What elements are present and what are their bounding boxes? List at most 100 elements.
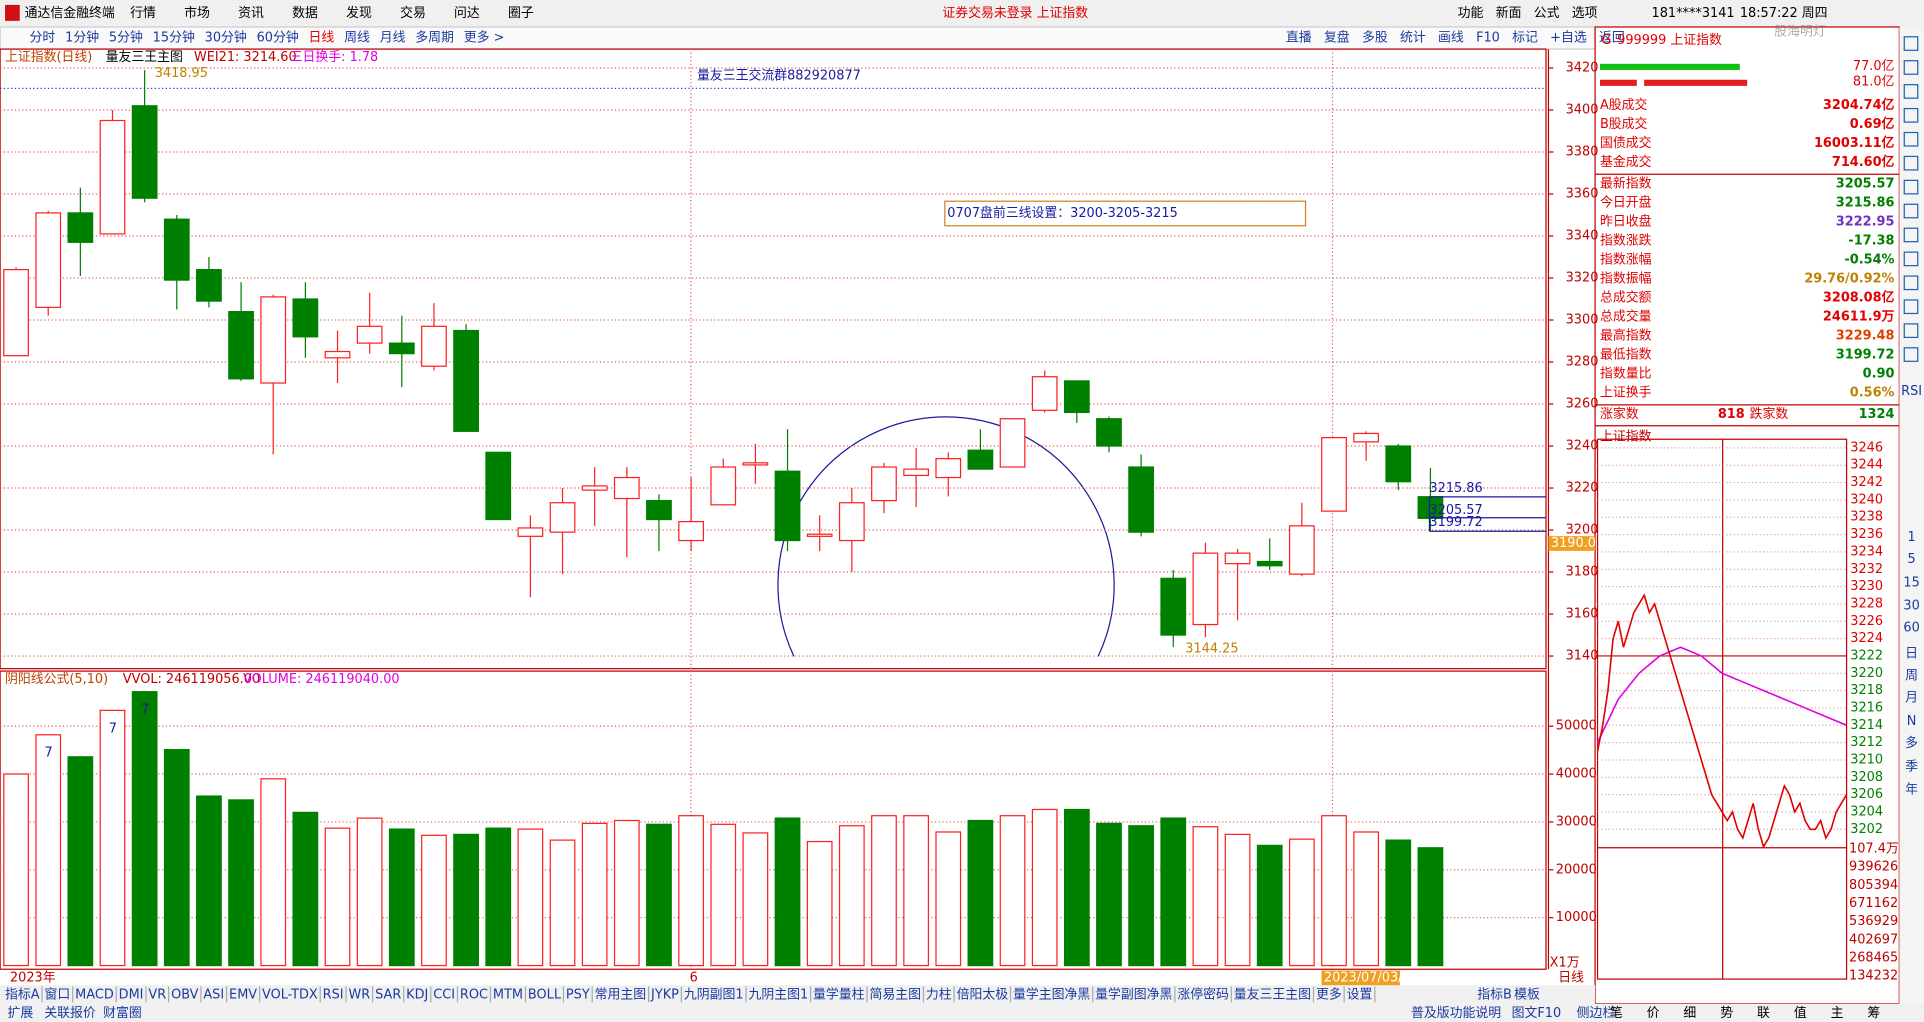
indicator-tab[interactable]: MTM [493,988,523,1003]
indicator-tab[interactable]: 量学主图净黑 [1013,987,1090,1003]
y-tick-label: 3222 [1850,648,1883,663]
sidebar-button[interactable]: 季 [1905,759,1918,774]
indicator-tab[interactable]: 指标B [1477,988,1512,1003]
footer-tab[interactable]: 侧边栏 [1577,1006,1616,1021]
period-button[interactable]: 日线 [309,31,335,46]
indicator-tab[interactable]: KDJ [406,988,428,1003]
indicator-tab[interactable]: ROC [460,988,488,1003]
footer-tab[interactable]: 图文F10 [1512,1006,1562,1021]
sidebar-button[interactable]: N [1907,714,1917,729]
indicator-tab[interactable]: SAR [375,988,401,1003]
indicator-tab[interactable]: 常用主图 [595,988,647,1003]
period-button[interactable]: 60分钟 [257,30,299,46]
y-tick-label: 3360 [1566,186,1599,201]
period-button[interactable]: 周线 [344,31,370,46]
menu-item[interactable]: 行情 [130,6,156,21]
indicator-tab[interactable]: EMV [229,988,257,1003]
indicator-tab[interactable]: 倍阳太极 [957,988,1009,1003]
panel-tab[interactable]: 细 [1683,1006,1696,1021]
period-button[interactable]: 多周期 [415,31,454,46]
tool-button[interactable]: 标记 [1512,31,1538,46]
indicator-tab[interactable]: OBV [171,988,199,1003]
sidebar-button[interactable]: 1 [1908,530,1916,545]
footer-tab[interactable]: 财富圈 [103,1005,142,1021]
sidebar-button[interactable]: 月 [1905,691,1918,706]
menu-item[interactable]: 选项 [1572,6,1598,21]
indicator-tab[interactable]: 量学副图净黑 [1095,987,1172,1003]
sidebar-button[interactable]: 周 [1905,669,1918,684]
period-button[interactable]: 1分钟 [65,30,99,46]
indicator-tab[interactable]: 窗口 [44,987,70,1003]
menu-item[interactable]: 交易 [400,5,426,21]
panel-tab[interactable]: 筹 [1867,1005,1880,1021]
menu-item[interactable]: 市场 [184,5,210,21]
sidebar-button[interactable]: 多 [1905,736,1918,751]
tool-button[interactable]: 直播 [1286,31,1312,46]
panel-tab[interactable]: 值 [1794,1005,1807,1021]
indicator-tab[interactable]: 设置 [1347,988,1373,1003]
sidebar-button[interactable]: 5 [1908,552,1916,567]
indicator-tab[interactable]: MACD [75,988,114,1003]
sidebar-button[interactable]: 60 [1903,621,1919,636]
tool-button[interactable]: 返回 [1599,31,1625,46]
indicator-tab[interactable]: BOLL [528,988,562,1003]
panel-tab[interactable]: 主 [1831,1006,1844,1021]
tool-button[interactable]: F10 [1476,31,1500,46]
menu-item[interactable]: 资讯 [238,6,264,21]
footer-tab[interactable]: 关联报价 [44,1006,96,1021]
indicator-tab[interactable]: VOL-TDX [262,988,318,1003]
sidebar-button[interactable]: 15 [1903,575,1919,590]
indicator-tab[interactable]: 涨停密码 [1177,987,1229,1003]
menu-item[interactable]: 新面 [1496,5,1522,21]
panel-tab[interactable]: 势 [1720,1005,1733,1021]
indicator-tab[interactable]: PSY [566,988,590,1003]
indicator-tab[interactable]: ASI [203,988,224,1003]
indicator-tab[interactable]: RSI [323,988,344,1003]
menu-item[interactable]: 数据 [292,6,318,21]
panel-tab[interactable]: 笔 [1610,1005,1623,1021]
indicator-tab[interactable]: 指标A [5,988,40,1003]
tool-button[interactable]: 复盘 [1324,30,1350,46]
indicator-tab[interactable]: WR [349,988,371,1003]
sidebar-button[interactable]: 30 [1903,599,1919,614]
indicator-tab[interactable]: 简易主图 [869,987,921,1003]
tool-button[interactable]: 统计 [1400,31,1426,46]
volume-bar [1063,808,1090,967]
menu-item[interactable]: 功能 [1458,6,1484,21]
menu-item[interactable]: 问达 [454,6,480,21]
indicator-tab[interactable]: 九阴副图1 [684,988,744,1003]
period-button[interactable]: 分时 [30,31,56,46]
menu-item[interactable]: 公式 [1534,6,1560,21]
tool-button[interactable]: 画线 [1438,31,1464,46]
volume-bar [710,823,737,967]
footer-tab[interactable]: 扩展 [7,1006,33,1021]
indicator-tab[interactable]: JYKP [650,988,679,1003]
tool-button[interactable]: +自选 [1550,31,1587,46]
indicator-tab[interactable]: 模板 [1514,988,1540,1003]
sidebar-button[interactable]: 日 [1905,646,1918,661]
indicator-tab[interactable]: VR [148,988,166,1003]
panel-tab[interactable]: 联 [1757,1006,1770,1021]
period-button[interactable]: 15分钟 [153,30,195,46]
footer-tab[interactable]: 普及版功能说明 [1411,1006,1501,1021]
tool-button[interactable]: 多股 [1362,31,1388,46]
volume-bar [549,839,576,967]
period-button[interactable]: 30分钟 [205,30,247,46]
indicator-tab[interactable]: 九阴主图1 [748,988,808,1003]
period-button[interactable]: 5分钟 [109,30,143,46]
menu-item[interactable]: 圈子 [508,6,534,21]
panel-tab[interactable]: 价 [1647,1006,1660,1021]
indicator-tab[interactable]: DMI [119,988,144,1003]
sidebar-button[interactable]: 年 [1905,783,1918,798]
menu-item[interactable]: 发现 [346,5,372,21]
indicator-tab[interactable]: 量友三王主图 [1234,987,1311,1003]
candle-body [99,119,126,235]
indicator-tab[interactable]: 力柱 [926,988,952,1003]
indicator-tab[interactable]: 量学量柱 [813,987,865,1003]
y-tick-label: 3246 [1850,440,1883,455]
indicator-tab[interactable]: 更多 [1316,988,1342,1003]
period-button[interactable]: 更多 > [464,31,505,46]
sidebar-button[interactable]: RSI [1901,384,1922,399]
indicator-tab[interactable]: CCI [433,988,455,1003]
period-button[interactable]: 月线 [380,31,406,46]
